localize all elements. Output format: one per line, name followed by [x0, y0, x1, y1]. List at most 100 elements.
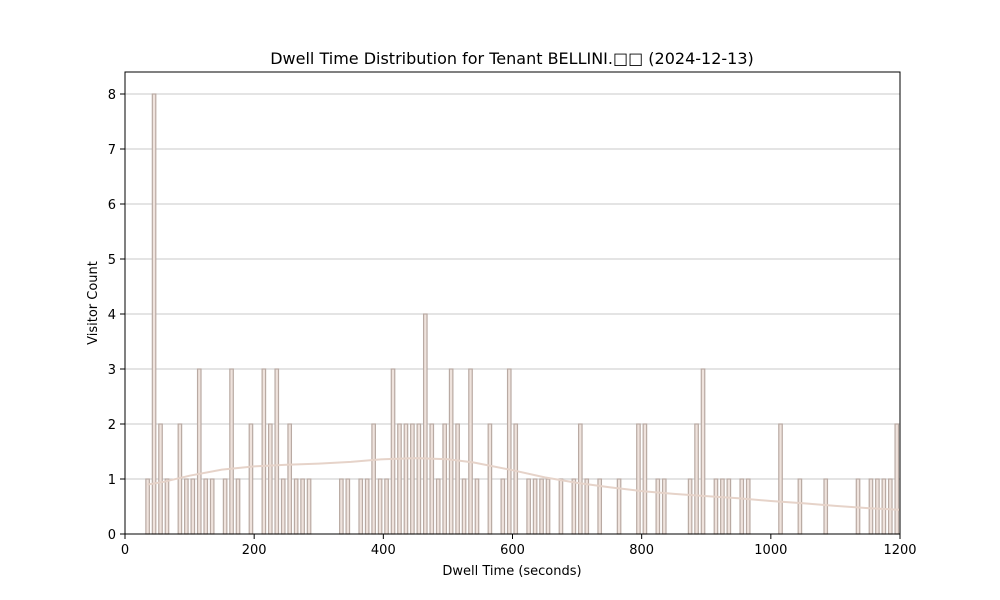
y-tick-label: 2 [108, 418, 116, 433]
histogram-bar [222, 478, 228, 535]
histogram-bar [526, 478, 531, 535]
histogram-bar [823, 478, 829, 535]
histogram-bar [390, 368, 396, 535]
histogram-bar [720, 478, 725, 535]
histogram-bar [229, 368, 234, 535]
histogram-bar [887, 478, 893, 535]
histogram-bar [371, 423, 376, 535]
y-tick-label: 4 [108, 308, 116, 323]
histogram-bar [487, 423, 493, 535]
histogram-bar [461, 478, 467, 535]
histogram-bar [293, 478, 299, 535]
histogram-bar [377, 478, 383, 535]
y-tick-label: 3 [108, 363, 116, 378]
histogram-bar [655, 478, 661, 535]
histogram-bar [196, 368, 202, 535]
histogram-bar [306, 478, 312, 535]
histogram-bar [642, 423, 648, 535]
histogram-bar [410, 423, 415, 535]
histogram-bar [468, 368, 473, 535]
histogram-bar [545, 478, 551, 535]
histogram-bar [868, 478, 874, 535]
x-axis-label: Dwell Time (seconds) [442, 564, 581, 579]
histogram-bar [455, 423, 460, 535]
histogram-bar [532, 478, 538, 535]
histogram-bar [513, 423, 519, 535]
histogram-bar [435, 478, 441, 535]
histogram-bar [558, 478, 564, 535]
histogram-bar [726, 478, 732, 535]
x-tick-label: 600 [500, 543, 525, 558]
x-tick-label: 1000 [754, 543, 787, 558]
histogram-bar [500, 478, 506, 535]
x-axis-ticks: 0 200 400 600 800 1000 1200 [121, 534, 917, 558]
histogram-bar [280, 478, 286, 535]
histogram-bar [339, 478, 344, 535]
histogram-bar [429, 423, 435, 535]
y-tick-label: 6 [108, 198, 116, 213]
histogram-bar [577, 423, 583, 535]
histogram-bar [364, 478, 370, 535]
histogram-bar [274, 368, 280, 535]
histogram-bar [694, 423, 699, 535]
histogram-bar [894, 423, 900, 535]
x-tick-label: 0 [121, 543, 129, 558]
histogram-bar [474, 478, 480, 535]
histogram-bar [151, 93, 157, 535]
histogram-bar [287, 423, 293, 535]
histogram-bar [190, 478, 196, 535]
histogram-bar [661, 478, 667, 535]
y-tick-label: 5 [108, 253, 116, 268]
histogram-bar [184, 478, 189, 535]
histogram-bar [571, 478, 577, 535]
histogram-bar [248, 423, 254, 535]
x-tick-label: 800 [629, 543, 654, 558]
x-tick-label: 400 [371, 543, 396, 558]
x-tick-label: 1200 [883, 543, 916, 558]
histogram-bar [778, 423, 783, 535]
histogram-bar [267, 423, 273, 535]
y-axis-label: Visitor Count [86, 261, 101, 345]
histogram-bar [416, 423, 422, 535]
histogram-bar [384, 478, 389, 535]
histogram-bar [700, 368, 706, 535]
histogram-bar [261, 368, 267, 535]
x-tick-label: 200 [242, 543, 267, 558]
histogram-bar [448, 368, 454, 535]
histogram-bar [422, 313, 428, 535]
y-axis-ticks: 0 1 2 3 4 5 6 7 8 [108, 88, 125, 543]
histogram-bar [442, 423, 448, 535]
histogram-bar [158, 423, 163, 535]
chart-title: Dwell Time Distribution for Tenant BELLI… [270, 49, 754, 68]
histogram-bar [209, 478, 215, 535]
histogram-bar [745, 478, 751, 535]
histogram-bar [687, 478, 693, 535]
histogram-bar [506, 368, 512, 535]
y-tick-label: 1 [108, 473, 116, 488]
y-tick-label: 8 [108, 88, 116, 103]
histogram-bar [539, 478, 544, 535]
histogram-bar [597, 478, 603, 535]
y-tick-label: 7 [108, 143, 116, 158]
histogram-bar [875, 478, 880, 535]
histogram-bar [300, 478, 305, 535]
histogram-bar [797, 478, 803, 535]
histogram-bar [739, 478, 745, 535]
histogram-bar [713, 478, 719, 535]
y-tick-label: 0 [108, 528, 116, 543]
histogram-bar [203, 478, 209, 535]
histogram-bar [616, 478, 622, 535]
histogram-bar [358, 478, 364, 535]
histogram-bar [881, 478, 887, 535]
kde-curve [147, 457, 901, 511]
histogram-bar [636, 423, 641, 535]
histogram-bar [584, 478, 590, 535]
histogram-bar [397, 423, 402, 535]
grid-lines [125, 93, 900, 480]
histogram-bar [145, 478, 150, 535]
histogram-bar [164, 478, 170, 535]
histogram-bar [235, 478, 241, 535]
histogram-bar [345, 478, 351, 535]
